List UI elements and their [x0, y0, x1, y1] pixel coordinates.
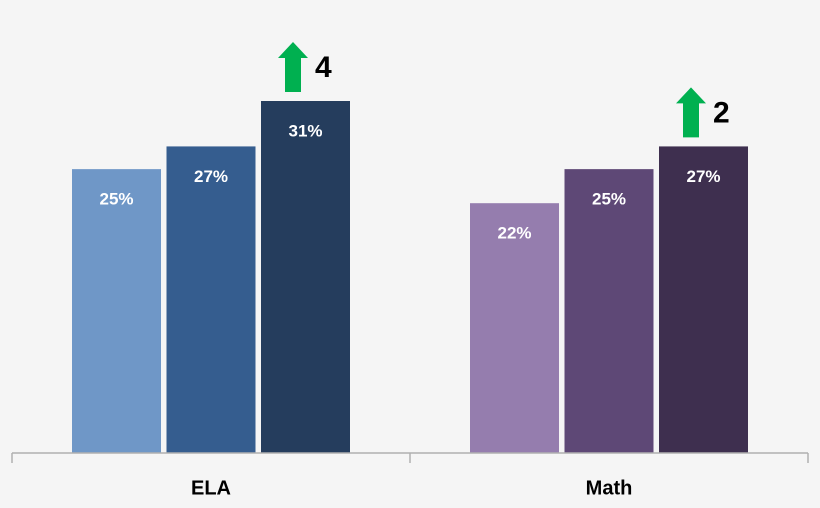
- annotation: 2: [713, 96, 730, 129]
- bar: [72, 169, 161, 453]
- up-arrow: [676, 87, 706, 138]
- data-label: 25%: [592, 190, 626, 209]
- up-arrow: [278, 42, 308, 92]
- bar: [470, 203, 559, 453]
- bar: [659, 146, 748, 453]
- x-tick-label: ELA: [191, 477, 231, 499]
- x-tick-label: Math: [586, 477, 633, 499]
- data-label: 25%: [99, 190, 133, 209]
- data-label: 27%: [194, 167, 228, 186]
- data-label: 31%: [288, 121, 322, 140]
- annotation: 4: [315, 51, 332, 84]
- bar: [564, 169, 654, 453]
- bar: [261, 101, 350, 453]
- data-label: 22%: [497, 224, 531, 243]
- data-label: 27%: [686, 167, 720, 186]
- bar: [166, 146, 256, 453]
